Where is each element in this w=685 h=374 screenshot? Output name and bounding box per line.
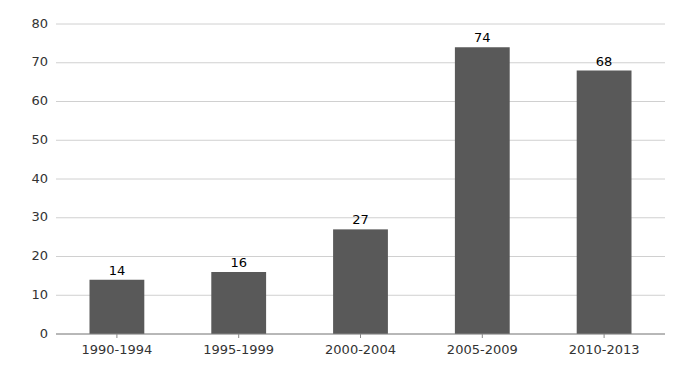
y-tick-label: 50	[31, 132, 48, 147]
y-tick-label: 60	[31, 93, 48, 108]
grid-line	[56, 24, 665, 25]
bar	[333, 229, 388, 334]
bar	[211, 272, 266, 334]
y-tick-label: 70	[31, 54, 48, 69]
y-tick-label: 80	[31, 16, 48, 31]
y-tick-label: 40	[31, 171, 48, 186]
data-label: 16	[230, 255, 247, 270]
x-axis: 1990-1994 1995-1999 2000-2004 2005-2009 2010…	[81, 334, 639, 357]
data-label: 74	[474, 30, 491, 45]
bars	[89, 47, 631, 334]
x-tick	[238, 334, 239, 338]
x-tick-label: 1995-1999	[203, 342, 274, 357]
bar	[577, 71, 632, 335]
chart-container: 0 10 20 30 40 50 60 70 80 1990-1994 1995-1999 2000-…	[0, 0, 685, 374]
chart-svg: 0 10 20 30 40 50 60 70 80 1990-1994 1995-1999 2000-…	[0, 0, 685, 374]
x-tick	[360, 334, 361, 338]
data-labels: 14 16 27 74 68	[109, 30, 613, 278]
x-tick-label: 2010-2013	[569, 342, 640, 357]
bar	[455, 47, 510, 334]
y-tick-label: 30	[31, 209, 48, 224]
y-tick-label: 0	[40, 326, 48, 341]
x-tick-label: 2005-2009	[447, 342, 518, 357]
grid-line	[56, 101, 665, 102]
x-tick	[604, 334, 605, 338]
y-axis: 0 10 20 30 40 50 60 70 80	[31, 16, 48, 341]
y-tick-label: 20	[31, 248, 48, 263]
y-tick-label: 10	[31, 287, 48, 302]
grid-line	[56, 140, 665, 141]
y-grid	[56, 24, 665, 334]
bar	[89, 280, 144, 334]
grid-line	[56, 62, 665, 63]
grid-line	[56, 179, 665, 180]
x-tick	[482, 334, 483, 338]
x-tick-label: 2000-2004	[325, 342, 396, 357]
x-tick	[116, 334, 117, 338]
data-label: 68	[596, 54, 613, 69]
x-tick-label: 1990-1994	[81, 342, 152, 357]
data-label: 27	[352, 212, 369, 227]
data-label: 14	[109, 263, 126, 278]
